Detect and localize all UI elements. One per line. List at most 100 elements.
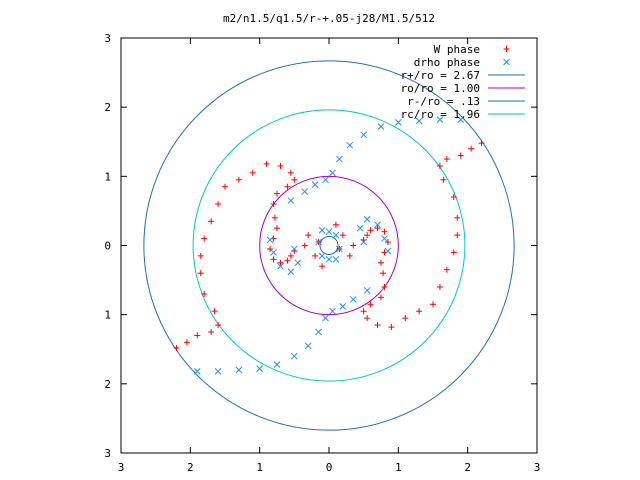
reference-circle-3 bbox=[192, 109, 466, 382]
point-s0-51 bbox=[208, 218, 215, 225]
point-s0-32 bbox=[287, 252, 294, 259]
point-s0-71 bbox=[301, 242, 308, 249]
legend-label-2: r+/ro = 2.67 bbox=[401, 69, 480, 82]
point-s0-8 bbox=[380, 270, 387, 277]
point-s1-28 bbox=[384, 247, 392, 255]
point-s0-52 bbox=[201, 235, 208, 242]
point-s1-10 bbox=[457, 116, 465, 123]
point-s0-55 bbox=[201, 290, 208, 297]
point-s0-10 bbox=[378, 294, 384, 301]
point-s0-41 bbox=[274, 190, 280, 197]
x-tick-label-3: 0 bbox=[326, 461, 333, 474]
legend-label-1: drho phase bbox=[414, 56, 480, 69]
point-s1-32 bbox=[356, 224, 364, 232]
point-s0-35 bbox=[270, 256, 277, 263]
x-tick-label-4: 1 bbox=[395, 461, 402, 474]
point-s0-29 bbox=[468, 145, 475, 152]
point-s1-34 bbox=[318, 226, 326, 234]
point-s1-5 bbox=[360, 131, 368, 139]
point-s1-43 bbox=[287, 197, 295, 204]
point-s0-61 bbox=[173, 344, 180, 351]
point-s1-41 bbox=[315, 238, 322, 246]
legend-label-0: W phase bbox=[434, 43, 480, 56]
point-s1-33 bbox=[360, 238, 368, 246]
point-s1-24 bbox=[277, 262, 284, 270]
y-tick-label-4: 1 bbox=[104, 309, 111, 322]
point-s0-26 bbox=[436, 162, 443, 169]
point-s0-4 bbox=[381, 228, 388, 235]
point-s0-40 bbox=[270, 201, 277, 207]
point-s1-23 bbox=[270, 249, 277, 256]
point-s1-21 bbox=[193, 368, 201, 375]
x-tick-label-6: 3 bbox=[534, 461, 541, 474]
point-s1-27 bbox=[290, 245, 298, 253]
point-s1-37 bbox=[336, 245, 343, 253]
point-s1-38 bbox=[332, 255, 340, 263]
y-tick-label-5: 2 bbox=[104, 378, 111, 391]
point-s0-16 bbox=[402, 315, 409, 322]
point-s0-57 bbox=[215, 322, 222, 329]
point-s0-30 bbox=[478, 140, 485, 147]
point-s1-2 bbox=[329, 169, 336, 177]
point-s0-34 bbox=[277, 259, 284, 266]
point-s0-43 bbox=[291, 176, 298, 183]
point-s0-18 bbox=[430, 301, 436, 308]
point-s0-28 bbox=[457, 152, 464, 159]
point-s0-56 bbox=[211, 308, 218, 315]
point-s0-36 bbox=[267, 245, 274, 252]
point-s0-47 bbox=[249, 169, 256, 176]
point-s1-42 bbox=[301, 188, 309, 195]
point-s0-20 bbox=[443, 266, 450, 273]
point-s0-38 bbox=[274, 225, 280, 232]
point-s1-30 bbox=[374, 221, 381, 229]
point-s1-25 bbox=[287, 268, 295, 276]
point-s1-29 bbox=[381, 235, 388, 242]
point-s0-53 bbox=[197, 252, 204, 259]
point-s0-66 bbox=[350, 242, 357, 249]
point-s1-44 bbox=[349, 296, 357, 303]
x-tick-label-5: 2 bbox=[464, 461, 471, 474]
point-s0-33 bbox=[284, 257, 291, 264]
reference-circle-2 bbox=[319, 236, 339, 255]
point-s0-2 bbox=[367, 227, 374, 234]
point-s0-65 bbox=[346, 252, 353, 259]
point-s0-27 bbox=[443, 156, 450, 163]
legend-label-4: r-/ro = .13 bbox=[407, 95, 480, 108]
point-s0-19 bbox=[436, 284, 443, 290]
legend-label-5: rc/ro = 1.96 bbox=[401, 108, 480, 121]
point-s0-23 bbox=[454, 214, 461, 221]
point-s0-46 bbox=[263, 160, 270, 167]
point-s1-9 bbox=[436, 116, 444, 123]
point-s0-1 bbox=[364, 232, 371, 239]
point-s0-5 bbox=[384, 239, 391, 246]
point-s1-40 bbox=[318, 252, 326, 260]
point-s0-21 bbox=[450, 249, 457, 256]
point-s0-62 bbox=[332, 221, 339, 228]
point-s0-60 bbox=[183, 339, 190, 346]
point-s0-70 bbox=[305, 232, 312, 239]
point-s1-3 bbox=[336, 155, 343, 163]
point-s0-48 bbox=[235, 176, 242, 183]
point-s1-26 bbox=[294, 259, 302, 267]
point-s0-3 bbox=[374, 225, 381, 232]
point-s0-54 bbox=[197, 270, 204, 277]
point-s0-24 bbox=[450, 194, 457, 201]
reference-circle-1 bbox=[259, 175, 399, 316]
point-s1-22 bbox=[266, 236, 274, 244]
point-s0-17 bbox=[416, 308, 423, 315]
point-s0-59 bbox=[194, 332, 201, 339]
point-s1-20 bbox=[214, 368, 222, 375]
chart-title: m2/n1.5/q1.5/r-+.05-j28/M1.5/512 bbox=[223, 12, 435, 25]
point-s0-9 bbox=[381, 284, 388, 290]
point-s1-1 bbox=[322, 176, 329, 184]
point-s0-13 bbox=[364, 315, 371, 322]
point-s0-44 bbox=[287, 169, 294, 176]
point-s0-14 bbox=[374, 322, 381, 329]
y-tick-label-3: 0 bbox=[104, 240, 111, 253]
point-s1-0 bbox=[311, 181, 319, 188]
point-s1-16 bbox=[290, 352, 298, 360]
point-s1-31 bbox=[363, 215, 371, 223]
